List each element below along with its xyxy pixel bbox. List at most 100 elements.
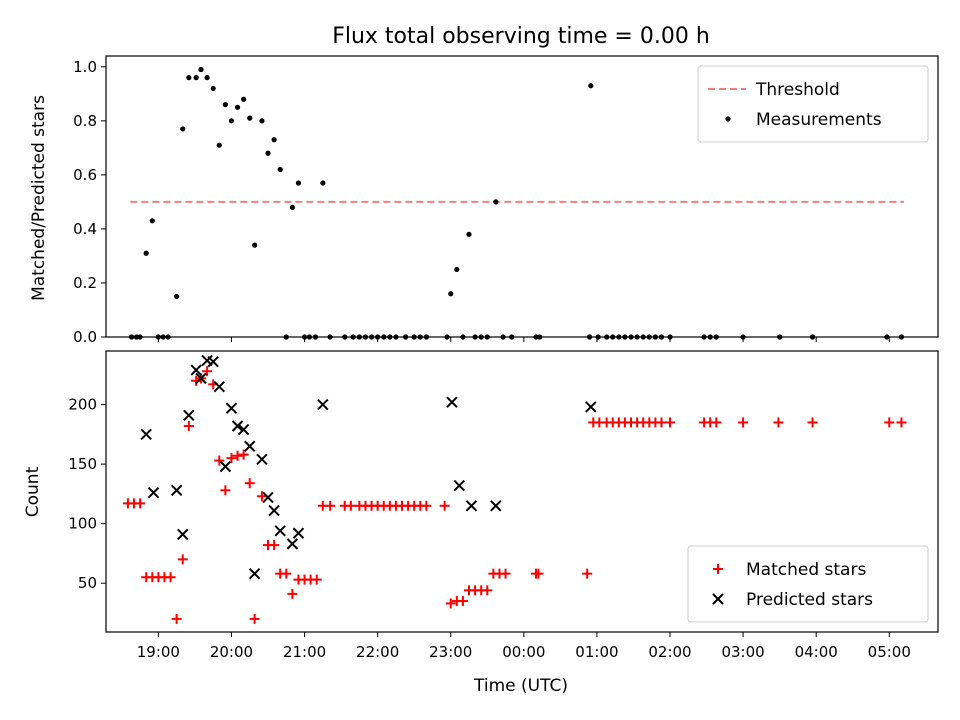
top-y-tick-label: 1.0 xyxy=(73,58,97,76)
predicted-stars-point xyxy=(585,401,597,413)
matched-stars-point xyxy=(656,417,667,428)
top-chart-legend: Threshold Measurements xyxy=(697,65,929,143)
matched-stars-point xyxy=(896,417,907,428)
matched-stars-point xyxy=(711,417,722,428)
predicted-stars-point xyxy=(292,527,305,539)
bottom-x-tick-label: 23:00 xyxy=(429,643,472,661)
measurements-point xyxy=(277,166,283,173)
measurements-point xyxy=(180,126,186,132)
legend-predicted-stars-swatch xyxy=(712,593,724,605)
matched-stars-point xyxy=(232,450,243,461)
measurements-point xyxy=(174,293,180,300)
matched-stars-point xyxy=(249,613,260,624)
bottom-y-tick-label: 50 xyxy=(78,574,97,592)
predicted-stars-point xyxy=(147,486,160,499)
measurements-point xyxy=(222,102,228,108)
top-y-tick-label: 0.0 xyxy=(73,328,97,346)
predicted-stars-point xyxy=(490,500,502,512)
matched-stars-point xyxy=(482,585,493,596)
bottom-y-tick-label: 100 xyxy=(68,515,97,533)
matched-stars-point xyxy=(171,613,182,624)
measurements-point xyxy=(234,104,241,110)
matched-stars-point xyxy=(665,417,676,428)
measurements-point xyxy=(149,218,155,224)
measurements-point xyxy=(466,231,472,237)
bottom-y-tick-label: 200 xyxy=(68,396,97,414)
predicted-stars-point xyxy=(268,504,280,517)
matched-stars-point xyxy=(738,417,749,428)
predicted-stars-point xyxy=(248,567,261,580)
predicted-stars-point xyxy=(170,484,183,497)
bottom-chart-y-axis-label: Count xyxy=(23,466,43,517)
matched-stars-point xyxy=(773,417,784,428)
legend-threshold-label: Threshold xyxy=(755,80,840,100)
matched-stars-point xyxy=(135,498,146,509)
predicted-stars-point xyxy=(237,423,250,436)
measurements-point xyxy=(320,180,326,186)
predicted-stars-point xyxy=(207,356,219,368)
top-y-tick-label: 0.4 xyxy=(73,220,97,238)
top-chart-y-axis-label: Matched/Predicted stars xyxy=(29,95,49,301)
predicted-stars-point xyxy=(183,409,195,422)
matched-stars-point xyxy=(256,491,267,502)
legend-matched-stars-label: Matched stars xyxy=(746,560,866,580)
bottom-chart-x-axis-label: Time (UTC) xyxy=(473,676,568,696)
measurements-point xyxy=(289,204,295,210)
bottom-x-tick-label: 05:00 xyxy=(868,643,911,661)
predicted-stars-point xyxy=(244,440,256,452)
measurements-point xyxy=(588,83,594,89)
matched-stars-point xyxy=(165,572,176,583)
measurements-point xyxy=(247,115,253,121)
matched-stars-point xyxy=(238,449,249,460)
predicted-stars-point xyxy=(446,396,458,408)
matched-stars-point xyxy=(884,417,895,428)
matched-stars-point xyxy=(345,500,356,511)
bottom-chart-plot-area: 19:00 20:00 21:00 22:00 23:00 00:00 01:00 02:00… xyxy=(68,350,939,661)
top-y-tick-label: 0.8 xyxy=(73,112,97,130)
measurements-point xyxy=(259,118,265,124)
measurements-point xyxy=(228,118,235,124)
measurements-point xyxy=(271,137,277,143)
top-chart-frame xyxy=(105,55,939,338)
legend-measurements-label: Measurements xyxy=(756,110,882,130)
matched-stars-point xyxy=(214,455,225,466)
legend-matched-stars-swatch xyxy=(713,564,723,574)
legend-predicted-stars-label: Predicted stars xyxy=(746,590,873,610)
bottom-chart-frame xyxy=(105,350,939,633)
predicted-stars-point xyxy=(465,500,478,512)
matched-stars-point xyxy=(439,500,450,511)
top-y-tick-label: 0.2 xyxy=(73,274,97,292)
predicted-stars-point xyxy=(231,420,244,432)
top-chart-plot-area: 0.0 0.2 0.4 0.6 0.8 1.0 Threshold Measurements xyxy=(73,55,939,346)
legend-box xyxy=(687,545,929,623)
predicted-stars-point xyxy=(140,428,152,441)
matched-stars-point xyxy=(281,568,292,579)
measurements-point xyxy=(198,66,204,73)
measurements-point xyxy=(143,250,149,256)
measurements-point xyxy=(448,291,454,297)
matched-stars-point xyxy=(582,568,593,579)
predicted-stars-point xyxy=(262,491,274,504)
matched-stars-point xyxy=(325,500,336,511)
predicted-stars-point xyxy=(225,402,238,414)
matched-stars-point xyxy=(533,568,544,579)
measurements-point xyxy=(204,75,210,81)
measurements-point xyxy=(493,199,499,205)
predicted-stars-point xyxy=(256,453,268,466)
measurements-point xyxy=(216,142,222,148)
matched-stars-point xyxy=(177,554,188,565)
bottom-x-tick-label: 19:00 xyxy=(137,643,180,661)
measurements-point xyxy=(265,150,271,156)
matched-stars-point xyxy=(226,453,237,464)
matched-stars-point xyxy=(269,540,280,551)
matched-stars-point xyxy=(311,574,322,585)
matched-stars-point xyxy=(500,568,511,579)
top-chart-title: Flux total observing time = 0.00 h xyxy=(332,24,710,49)
predicted-stars-point xyxy=(286,538,299,550)
measurements-point xyxy=(186,75,192,81)
bottom-x-tick-label: 22:00 xyxy=(356,643,399,661)
matched-stars-point xyxy=(244,478,255,489)
predicted-stars-point xyxy=(177,528,189,541)
bottom-x-tick-label: 00:00 xyxy=(502,643,545,661)
